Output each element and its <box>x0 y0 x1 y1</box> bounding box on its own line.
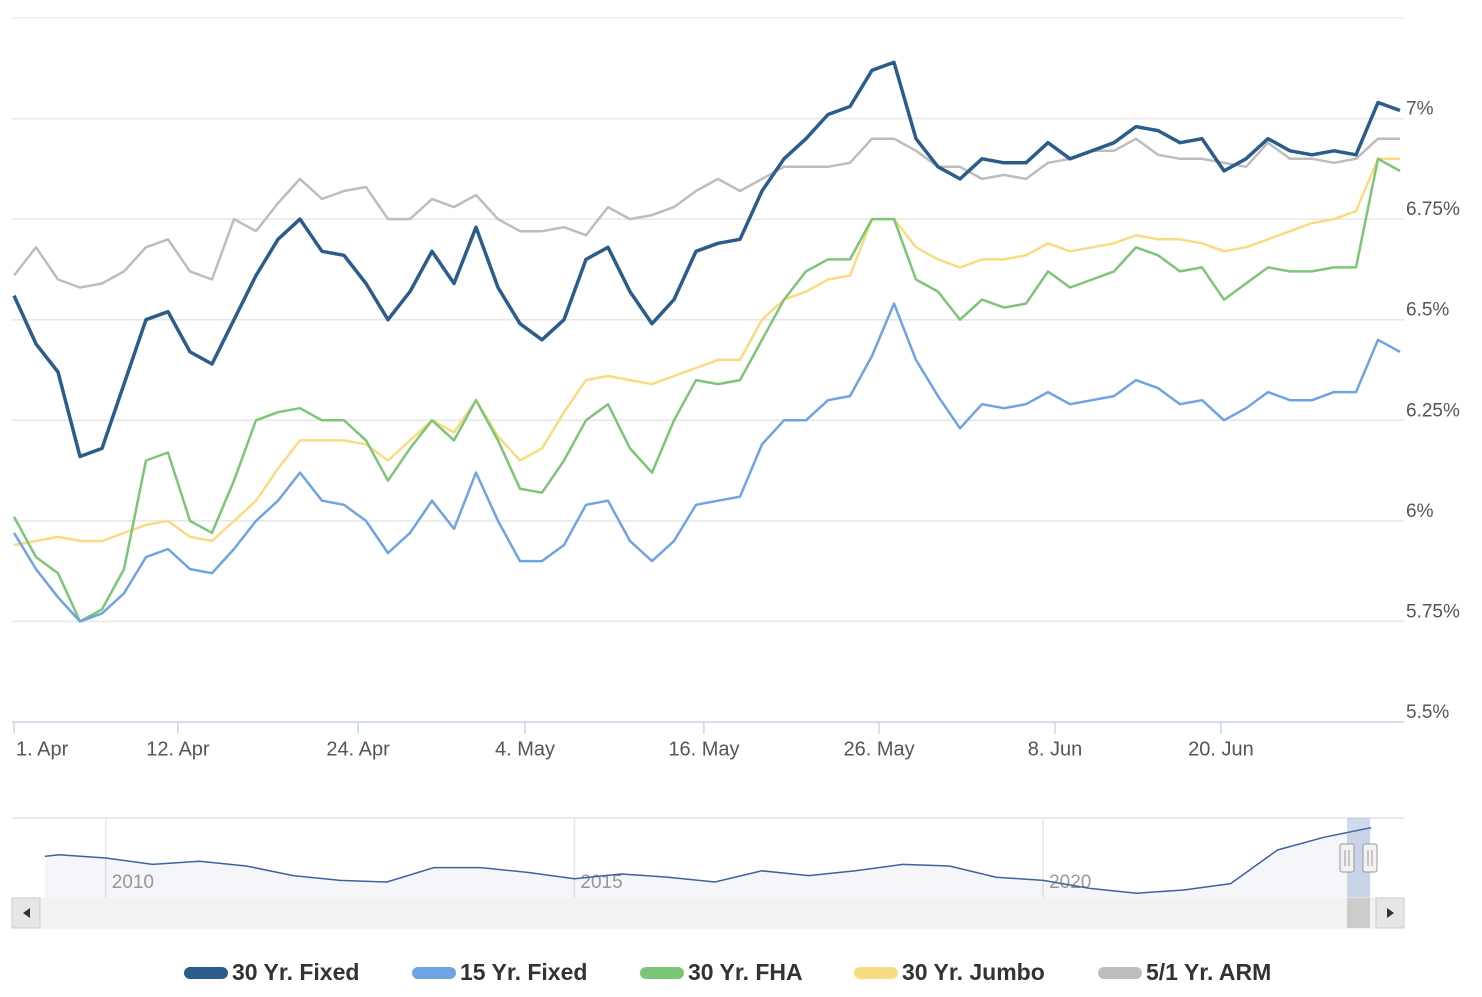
legend-label: 30 Yr. Jumbo <box>902 959 1045 985</box>
x-tick-label: 1. Apr <box>16 738 69 760</box>
series-line <box>13 137 1400 289</box>
series-line <box>12 60 1401 459</box>
x-tick-label: 16. May <box>668 738 739 760</box>
scrollbar-thumb <box>1347 898 1370 928</box>
x-tick-label: 8. Jun <box>1028 738 1082 760</box>
scrollbar-track <box>11 897 1405 929</box>
series-line <box>12 302 1401 623</box>
y-tick-label: 6.5% <box>1406 300 1449 321</box>
legend-label: 30 Yr. Fixed <box>232 959 359 985</box>
legend-swatch <box>640 967 684 979</box>
arrow-right <box>1387 908 1394 918</box>
legend-swatch <box>1098 967 1142 979</box>
x-tick-label: 20. Jun <box>1188 738 1254 760</box>
navigator-label: 2020 <box>1049 872 1091 893</box>
x-tick-label: 26. May <box>843 738 914 760</box>
legend-swatch <box>412 967 456 979</box>
navigator-handle <box>1362 843 1378 873</box>
y-tick-label: 5.5% <box>1406 702 1449 723</box>
legend-label: 5/1 Yr. ARM <box>1146 959 1271 985</box>
y-tick-label: 7% <box>1406 99 1434 120</box>
y-tick-label: 6% <box>1406 501 1434 522</box>
navigator-selection <box>1347 818 1370 898</box>
legend-swatch <box>854 967 898 979</box>
y-tick-label: 6.25% <box>1406 400 1460 421</box>
y-tick-label: 6.75% <box>1406 199 1460 220</box>
navigator-bg <box>12 818 1404 898</box>
series-line <box>12 157 1401 623</box>
legend-label: 30 Yr. FHA <box>688 959 803 985</box>
legend-label: 15 Yr. Fixed <box>460 959 587 985</box>
legend-swatch <box>184 967 228 979</box>
series-line <box>13 157 1400 547</box>
navigator-label: 2010 <box>112 872 154 893</box>
navigator-line <box>44 826 1372 894</box>
arrow-left <box>23 908 30 918</box>
x-tick-label: 24. Apr <box>326 738 390 760</box>
navigator-handle <box>1339 843 1355 873</box>
x-tick-label: 4. May <box>495 738 555 760</box>
y-tick-label: 5.75% <box>1406 601 1460 622</box>
x-tick-label: 12. Apr <box>146 738 210 760</box>
